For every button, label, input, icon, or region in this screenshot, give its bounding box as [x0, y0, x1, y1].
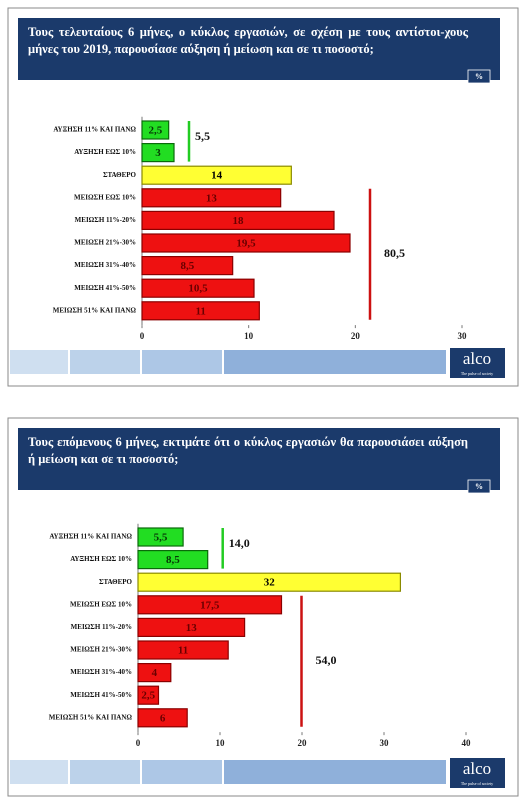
bar: [141, 143, 175, 163]
bar: [141, 256, 234, 276]
bar: [137, 663, 172, 683]
category-label: ΑΥΞΗΣΗ 11% ΚΑΙ ΠΑΝΩ: [53, 126, 136, 134]
bar: [141, 188, 282, 208]
category-label: ΜΕΙΩΣΗ 41%-50%: [70, 691, 132, 699]
category-label: ΜΕΙΩΣΗ 31%-40%: [70, 668, 132, 676]
value-label: 2,5: [141, 690, 155, 702]
header: [18, 428, 500, 490]
x-tick-label: 0: [140, 331, 145, 341]
footer-stripe: [70, 350, 140, 374]
x-tick-label: 30: [380, 738, 390, 748]
footer-stripe: [142, 760, 222, 784]
value-label: 13: [206, 192, 218, 204]
header-title-box: Τους τελευταίους 6 μήνες, ο κύκλος εργασ…: [28, 25, 468, 56]
category-label: ΑΥΞΗΣΗ ΕΩΣ 10%: [74, 148, 136, 156]
category-label: ΜΕΙΩΣΗ 31%-40%: [74, 261, 136, 269]
value-label: 32: [264, 577, 276, 589]
bar: [141, 120, 170, 140]
bar: [137, 527, 184, 547]
header: [18, 18, 500, 80]
value-label: 4: [152, 667, 158, 679]
x-tick-label: 10: [216, 738, 226, 748]
value-label: 8,5: [166, 554, 180, 566]
footer-stripe: [10, 760, 68, 784]
value-label: 18: [233, 215, 245, 227]
category-label: ΑΥΞΗΣΗ ΕΩΣ 10%: [70, 555, 132, 563]
group-total: 14,0: [229, 536, 250, 550]
value-label: 14: [211, 170, 223, 182]
category-label: ΜΕΙΩΣΗ 11%-20%: [71, 623, 132, 631]
group-total: 80,5: [384, 246, 405, 260]
bar: [141, 301, 260, 321]
x-tick-label: 10: [244, 331, 254, 341]
logo-box: [450, 758, 505, 788]
badge: %: [475, 482, 483, 491]
category-label: ΜΕΙΩΣΗ 11%-20%: [75, 216, 136, 224]
value-label: 6: [160, 712, 166, 724]
chart-title: Τους τελευταίους 6 μήνες, ο κύκλος εργασ…: [28, 25, 468, 56]
value-label: 19,5: [236, 238, 256, 250]
category-label: ΣΤΑΘΕΡΟ: [103, 171, 137, 179]
value-label: 10,5: [188, 283, 208, 295]
category-label: ΜΕΙΩΣΗ ΕΩΣ 10%: [70, 600, 132, 608]
footer-stripe: [70, 760, 140, 784]
x-tick-label: 20: [351, 331, 361, 341]
category-label: ΜΕΙΩΣΗ 51% ΚΑΙ ΠΑΝΩ: [53, 306, 137, 314]
value-label: 11: [178, 645, 188, 657]
value-label: 13: [186, 622, 198, 634]
value-label: 17,5: [200, 599, 220, 611]
category-label: ΜΕΙΩΣΗ 51% ΚΑΙ ΠΑΝΩ: [49, 713, 133, 721]
bar: [141, 210, 335, 230]
badge-box: [467, 69, 491, 84]
bar: [137, 595, 283, 615]
category-label: ΜΕΙΩΣΗ 41%-50%: [74, 284, 136, 292]
footer-stripe: [142, 350, 222, 374]
x-tick-label: 0: [136, 738, 141, 748]
logo: alco: [463, 759, 491, 778]
bar: [141, 165, 292, 185]
slide: Τους επόμενους 6 μήνες, εκτιμάτε ότι ο κ…: [7, 417, 519, 797]
badge: %: [475, 72, 483, 81]
x-tick-label: 40: [462, 738, 472, 748]
bar: [137, 708, 188, 728]
bar: [141, 233, 351, 253]
category-label: ΣΤΑΘΕΡΟ: [99, 578, 133, 586]
bar: [137, 617, 246, 637]
badge-box: [467, 479, 491, 494]
logo-tagline: The pulse of society: [461, 781, 493, 786]
slide: Τους τελευταίους 6 μήνες, ο κύκλος εργασ…: [7, 7, 519, 387]
value-label: 2,5: [148, 125, 162, 137]
value-label: 5,5: [154, 532, 168, 544]
bar: [137, 640, 229, 660]
value-label: 3: [155, 147, 161, 159]
category-label: ΜΕΙΩΣΗ 21%-30%: [74, 239, 136, 247]
bar: [137, 685, 160, 705]
x-tick-label: 20: [298, 738, 308, 748]
bar: [137, 572, 401, 592]
category-label: ΜΕΙΩΣΗ ΕΩΣ 10%: [74, 193, 136, 201]
value-label: 8,5: [180, 260, 194, 272]
chart-title: Τους επόμενους 6 μήνες, εκτιμάτε ότι ο κ…: [28, 435, 468, 466]
category-label: ΜΕΙΩΣΗ 21%-30%: [70, 646, 132, 654]
category-label: ΑΥΞΗΣΗ 11% ΚΑΙ ΠΑΝΩ: [49, 533, 132, 541]
group-total: 5,5: [195, 129, 210, 143]
footer-stripe: [224, 760, 446, 784]
bar: [141, 278, 255, 298]
x-tick-label: 30: [458, 331, 468, 341]
logo-tagline: The pulse of society: [461, 371, 493, 376]
logo-box: [450, 348, 505, 378]
bar: [137, 550, 209, 570]
value-label: 11: [195, 305, 205, 317]
group-total: 54,0: [316, 653, 337, 667]
footer-stripe: [224, 350, 446, 374]
header-title-box: Τους επόμενους 6 μήνες, εκτιμάτε ότι ο κ…: [28, 435, 468, 466]
footer-stripe: [10, 350, 68, 374]
logo: alco: [463, 349, 491, 368]
